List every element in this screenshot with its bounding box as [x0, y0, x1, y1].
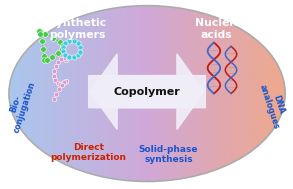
Point	[61, 82, 66, 85]
Text: Solid-phase
synthesis: Solid-phase synthesis	[139, 145, 198, 163]
Point	[71, 39, 76, 42]
Point	[62, 81, 67, 84]
Text: Direct
polymerization: Direct polymerization	[51, 143, 127, 162]
Text: DNA
analogues: DNA analogues	[258, 81, 290, 131]
Point	[59, 84, 64, 87]
Point	[38, 29, 43, 32]
Point	[78, 50, 83, 53]
Point	[52, 70, 57, 73]
Point	[57, 40, 62, 43]
Point	[49, 56, 54, 59]
Point	[64, 79, 68, 82]
Point	[67, 56, 71, 59]
Point	[63, 42, 67, 45]
Point	[53, 79, 58, 82]
Point	[40, 40, 44, 43]
Point	[61, 44, 66, 47]
Point	[61, 44, 66, 47]
FancyArrow shape	[89, 54, 204, 129]
Point	[55, 52, 60, 55]
Point	[56, 88, 61, 91]
Point	[41, 48, 46, 51]
Point	[38, 33, 42, 36]
Point	[60, 47, 65, 50]
Point	[44, 59, 49, 62]
Point	[59, 58, 63, 61]
Point	[56, 60, 60, 64]
Point	[58, 82, 63, 85]
Point	[52, 98, 57, 101]
Point	[36, 29, 41, 32]
Point	[76, 54, 80, 57]
Point	[41, 55, 46, 58]
Point	[78, 45, 83, 48]
Point	[43, 32, 48, 35]
Point	[60, 50, 65, 53]
Point	[71, 56, 76, 59]
Point	[76, 41, 80, 44]
Point	[62, 57, 66, 60]
FancyArrow shape	[90, 54, 205, 129]
Point	[67, 40, 71, 43]
Point	[63, 81, 68, 84]
Text: Copolymer: Copolymer	[114, 87, 180, 97]
Point	[63, 53, 67, 57]
Text: Bio-
conjugation: Bio- conjugation	[3, 77, 38, 134]
Point	[64, 58, 69, 61]
Point	[54, 93, 58, 96]
Point	[63, 57, 68, 60]
Point	[53, 65, 58, 68]
Text: Synthetic
polymers: Synthetic polymers	[48, 18, 106, 40]
Point	[51, 36, 55, 39]
Text: Nucleic
acids: Nucleic acids	[195, 18, 239, 40]
Point	[52, 74, 56, 77]
Point	[42, 59, 47, 62]
Point	[55, 81, 60, 84]
Point	[64, 79, 69, 82]
Point	[60, 46, 65, 49]
